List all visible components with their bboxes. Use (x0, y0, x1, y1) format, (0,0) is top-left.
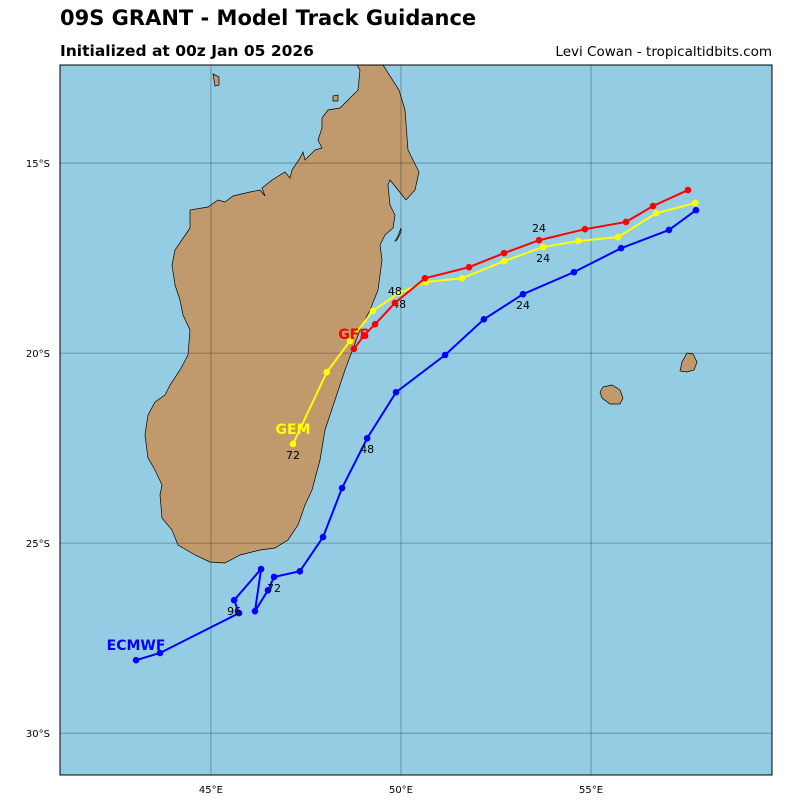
track-point (691, 199, 699, 207)
track-point (319, 533, 327, 541)
track-point (500, 257, 508, 265)
reunion-island (599, 384, 624, 405)
track-point (270, 573, 278, 581)
track-point (264, 586, 272, 594)
track-point (289, 440, 297, 448)
sainte-marie-island (394, 227, 402, 242)
track-gfs: 24 48 GFS (338, 186, 692, 353)
track-point (581, 225, 589, 233)
track-point (257, 565, 265, 573)
track-point (156, 649, 164, 657)
forecast-hour-label: 24 (532, 222, 546, 235)
forecast-hour-label: 48 (360, 443, 374, 456)
track-point (369, 307, 377, 315)
track-point (614, 233, 622, 241)
small-island-n (332, 94, 339, 102)
track-point (480, 315, 488, 323)
lon-tick-label: 50°E (389, 785, 413, 796)
track-point (346, 337, 354, 345)
lon-tick-label: 45°E (199, 785, 223, 796)
track-point (371, 320, 379, 328)
track-point (235, 609, 243, 617)
track-point (363, 434, 371, 442)
track-point (519, 290, 527, 298)
track-point (539, 243, 547, 251)
track-line (135, 209, 697, 662)
lat-tick-label: 25°S (26, 539, 50, 550)
track-point (535, 236, 543, 244)
lon-tick-label: 55°E (579, 785, 603, 796)
forecast-hour-label: 72 (267, 582, 281, 595)
forecast-hour-label: 96 (227, 605, 241, 618)
track-point (350, 345, 358, 353)
lat-tick-label: 15°S (26, 159, 50, 170)
lat-tick-label: 30°S (26, 729, 50, 740)
track-point (323, 368, 331, 376)
track-point (421, 274, 429, 282)
track-point (441, 351, 449, 359)
track-point (132, 656, 140, 664)
gridlines (60, 65, 772, 775)
madagascar (144, 65, 420, 564)
init-time: Initialized at 00z Jan 05 2026 (60, 42, 314, 60)
track-point (338, 484, 346, 492)
model-name-label: GFS (338, 327, 369, 343)
forecast-hour-label: 24 (536, 252, 550, 265)
track-point (570, 268, 578, 276)
track-point (391, 299, 399, 307)
model-name-label: GEM (276, 422, 311, 438)
mauritius-island (679, 352, 698, 373)
track-point (500, 249, 508, 257)
track-point (395, 289, 403, 297)
track-point (251, 607, 259, 615)
small-island-nw (212, 73, 220, 87)
map-frame (59, 64, 773, 776)
track-point (617, 244, 625, 252)
track-point (392, 388, 400, 396)
track-point (692, 206, 700, 214)
track-point (652, 209, 660, 217)
track-point (665, 226, 673, 234)
land-layer (144, 65, 698, 564)
track-point (649, 202, 657, 210)
map-title: 09S GRANT - Model Track Guidance (60, 6, 477, 30)
track-point (622, 218, 630, 226)
lat-tick-label: 20°S (26, 349, 50, 360)
track-point (465, 263, 473, 271)
track-gem: 24 48 72 GEM (276, 199, 699, 462)
track-point (684, 186, 692, 194)
axis-ticks: 45°E 50°E 55°E 15°S 20°S 25°S 30°S (26, 159, 603, 796)
track-point (230, 596, 238, 604)
credit: Levi Cowan - tropicaltidbits.com (555, 44, 772, 60)
track-point (458, 274, 466, 282)
forecast-hour-label: 48 (388, 285, 402, 298)
model-name-label: ECMWF (107, 638, 166, 654)
track-point (360, 331, 368, 339)
track-point (296, 567, 304, 575)
forecast-hour-label: 72 (286, 449, 300, 462)
forecast-hour-label: 24 (516, 299, 530, 312)
track-point (574, 237, 582, 245)
track-ecmwf: 24 48 72 96 ECMWF (107, 206, 700, 664)
